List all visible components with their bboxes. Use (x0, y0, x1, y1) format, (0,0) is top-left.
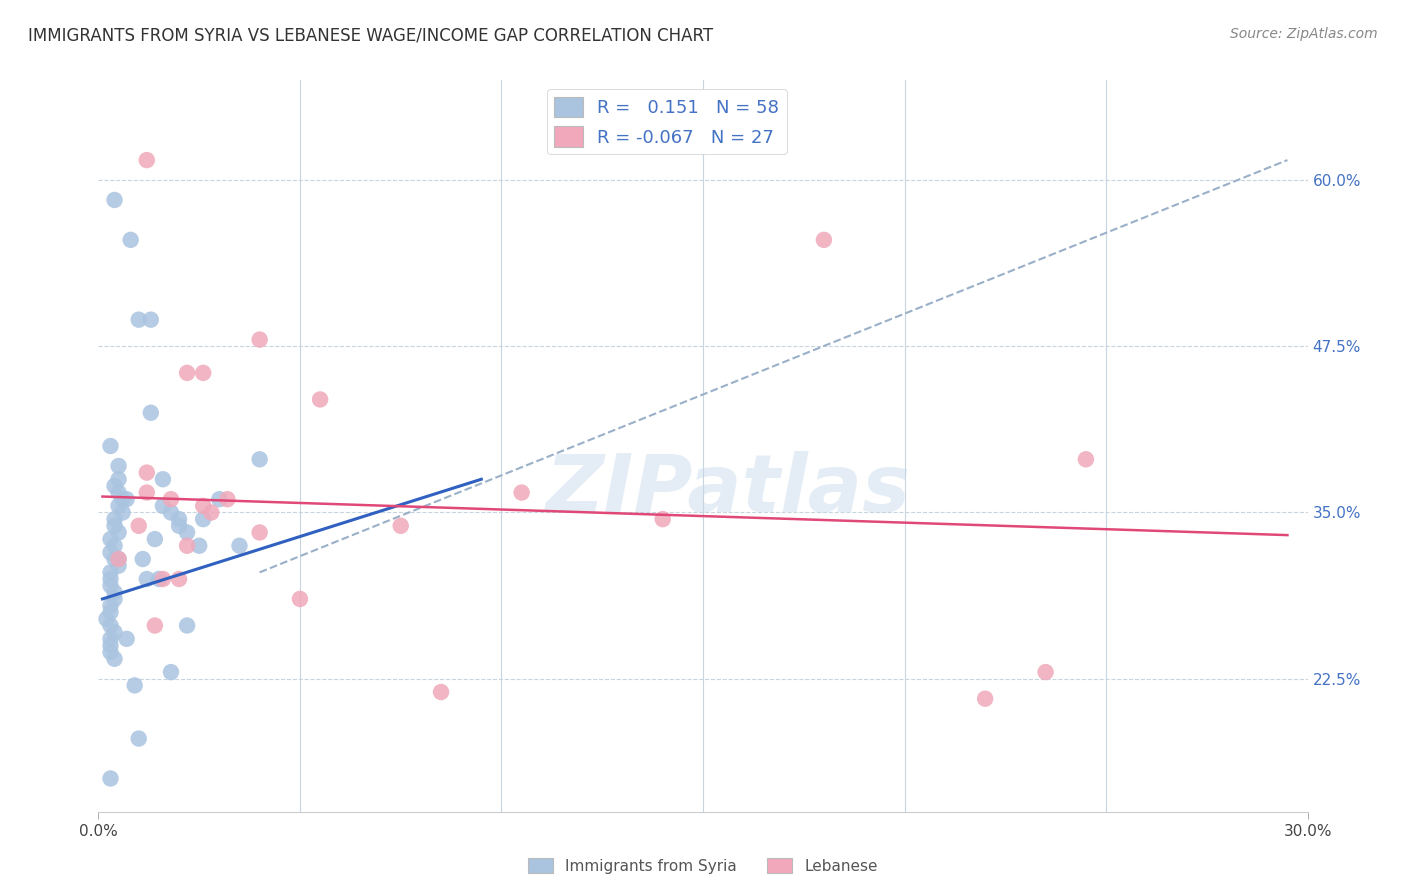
Point (103, 625, 125, 640)
Point (228, 539, 250, 553)
Point (100, 545, 122, 559)
Point (193, 499, 215, 513)
Point (152, 572, 174, 586)
Point (152, 499, 174, 513)
Point (139, 406, 162, 420)
Point (249, 452, 271, 467)
Point (100, 618, 122, 632)
Legend: R =   0.151   N = 58, R = -0.067   N = 27: R = 0.151 N = 58, R = -0.067 N = 27 (547, 89, 786, 154)
Point (103, 539, 125, 553)
Point (120, 233, 142, 247)
Point (135, 466, 157, 480)
Point (107, 552, 129, 566)
Point (107, 472, 129, 486)
Point (139, 312, 162, 326)
Point (103, 512, 125, 526)
Point (160, 492, 183, 507)
Point (510, 485, 533, 500)
Point (100, 639, 122, 653)
Point (176, 366, 198, 380)
Point (100, 632, 122, 646)
Point (100, 566, 122, 580)
Text: Source: ZipAtlas.com: Source: ZipAtlas.com (1230, 27, 1378, 41)
Point (188, 539, 211, 553)
Point (148, 572, 170, 586)
Point (100, 605, 122, 619)
Point (100, 439, 122, 453)
Point (176, 525, 198, 540)
Point (217, 492, 239, 507)
Point (389, 518, 412, 533)
Point (107, 558, 129, 573)
Point (152, 472, 174, 486)
Point (143, 618, 166, 632)
Point (115, 492, 138, 507)
Point (107, 552, 129, 566)
Point (128, 518, 150, 533)
Point (100, 579, 122, 593)
Point (974, 691, 997, 706)
Point (143, 532, 166, 546)
Point (96, 612, 118, 626)
Point (160, 506, 183, 520)
Point (135, 485, 157, 500)
Point (100, 645, 122, 659)
Legend: Immigrants from Syria, Lebanese: Immigrants from Syria, Lebanese (522, 852, 884, 880)
Point (111, 492, 134, 507)
Point (430, 685, 453, 699)
Text: ZIPatlas: ZIPatlas (544, 450, 910, 529)
Point (100, 532, 122, 546)
Point (1074, 452, 1097, 467)
Point (107, 485, 129, 500)
Point (193, 512, 215, 526)
Point (107, 525, 129, 540)
Point (208, 492, 231, 507)
Point (128, 731, 150, 746)
Point (107, 499, 129, 513)
Point (103, 193, 125, 207)
Point (176, 539, 198, 553)
Point (288, 591, 311, 606)
Point (100, 572, 122, 586)
Point (115, 632, 138, 646)
Point (813, 233, 835, 247)
Point (1035, 665, 1057, 679)
Point (100, 599, 122, 613)
Point (176, 618, 198, 632)
Point (103, 652, 125, 666)
Point (132, 552, 155, 566)
Point (309, 392, 332, 407)
Point (124, 678, 146, 692)
Point (167, 518, 190, 533)
Point (249, 525, 271, 540)
Point (167, 572, 190, 586)
Point (160, 665, 183, 679)
Point (651, 512, 673, 526)
Point (135, 572, 157, 586)
Point (103, 585, 125, 599)
Point (193, 366, 215, 380)
Point (135, 153, 157, 167)
Point (103, 479, 125, 493)
Point (100, 772, 122, 786)
Point (249, 333, 271, 347)
Text: IMMIGRANTS FROM SYRIA VS LEBANESE WAGE/INCOME GAP CORRELATION CHART: IMMIGRANTS FROM SYRIA VS LEBANESE WAGE/I… (28, 27, 713, 45)
Point (103, 591, 125, 606)
Point (111, 506, 134, 520)
Point (128, 312, 150, 326)
Point (103, 552, 125, 566)
Point (200, 506, 222, 520)
Point (167, 512, 190, 526)
Point (107, 458, 129, 473)
Point (103, 518, 125, 533)
